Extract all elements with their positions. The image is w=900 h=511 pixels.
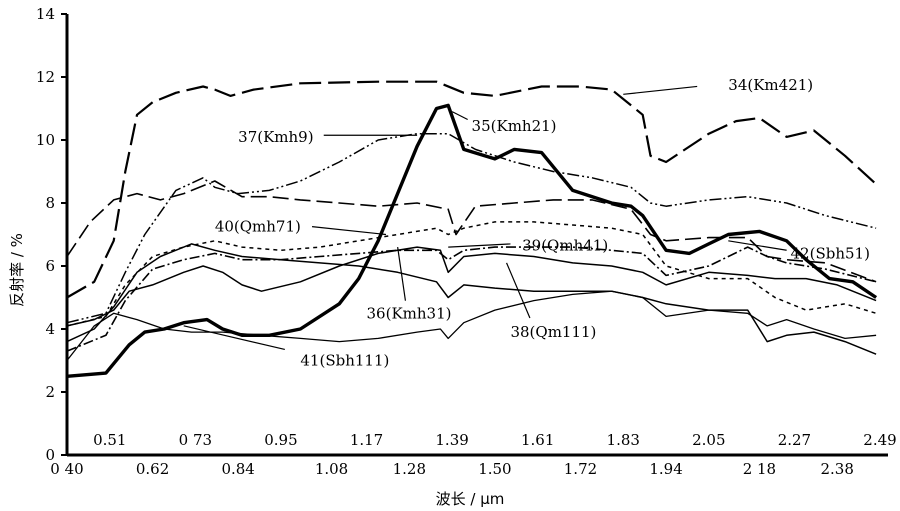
series-label: 34(Km421) <box>728 76 813 94</box>
y-tick-label: 14 <box>36 5 55 23</box>
series-label-leader <box>623 85 698 95</box>
series-labels-group: 34(Km421) 35(Kmh21) 37(Kmh9) 40(Qmh71) 39(Qm… <box>183 76 870 370</box>
series-label-leader <box>728 240 787 251</box>
x-tick-label-bottom: 0.62 <box>136 460 169 478</box>
x-tick-label-bottom: 2 18 <box>743 460 776 478</box>
series-label-leader <box>397 247 407 301</box>
x-tick-label-top: 0 73 <box>179 431 212 449</box>
x-tick-label-bottom: 1.28 <box>393 460 426 478</box>
series-line <box>66 246 877 352</box>
series-label: 40(Qmh71) <box>215 218 301 236</box>
series-line <box>66 180 877 283</box>
series-label-leader <box>448 243 511 248</box>
series-label: 37(Kmh9) <box>238 128 313 146</box>
series-line <box>66 243 877 355</box>
x-axis-title: 波长 / μm <box>436 490 505 508</box>
x-tick-label-bottom: 1.50 <box>478 460 511 478</box>
series-label-leader <box>506 262 531 319</box>
x-tick-label-top: 2.49 <box>863 431 896 449</box>
x-tick-label-top: 1.83 <box>607 431 640 449</box>
y-tick-label: 0 <box>45 446 55 464</box>
x-tick-label-top: 0.95 <box>264 431 297 449</box>
x-tick-label-top: 0.51 <box>93 431 126 449</box>
series-label: 36(Kmh31) <box>367 304 452 322</box>
y-tick-label: 12 <box>36 68 55 86</box>
series-label: 35(Kmh21) <box>472 117 557 135</box>
series-label-leader <box>312 226 387 236</box>
series-label-leader <box>451 111 468 121</box>
series-label: 41(Sbh111) <box>300 352 389 370</box>
x-tick-label-bottom: 2.38 <box>821 460 854 478</box>
series-label: 39(Qmh41) <box>522 237 608 255</box>
y-tick-label: 6 <box>45 257 55 275</box>
tick-group: 0 2 4 6 8 10 12 14 0 40 0.62 0.84 1.08 1.28 1.50 1.72 1… <box>36 5 897 478</box>
series-label: 38(Qm111) <box>510 323 596 341</box>
x-tick-label-bottom: 0 40 <box>50 460 83 478</box>
x-tick-label-bottom: 0.84 <box>221 460 254 478</box>
x-tick-label-top: 2.27 <box>778 431 811 449</box>
x-tick-label-top: 1.17 <box>350 431 383 449</box>
series-line <box>66 103 878 378</box>
x-tick-label-top: 2.05 <box>692 431 725 449</box>
x-tick-label-bottom: 1.72 <box>564 460 597 478</box>
x-tick-label-top: 1.61 <box>521 431 554 449</box>
x-tick-label-bottom: 1.94 <box>649 460 682 478</box>
y-tick-label: 2 <box>45 383 55 401</box>
series-label: 42(Sbh51) <box>791 244 870 262</box>
y-tick-label: 10 <box>36 131 55 149</box>
y-tick-label: 8 <box>45 194 55 212</box>
x-tick-label-top: 1.39 <box>435 431 468 449</box>
series-line <box>66 290 877 361</box>
x-tick-label-bottom: 1.08 <box>315 460 348 478</box>
series-label-leader <box>183 325 285 351</box>
series-line <box>66 246 877 327</box>
y-axis-title: 反射率 / % <box>8 233 26 307</box>
axes-group <box>65 14 888 457</box>
y-tick-label: 4 <box>45 320 55 338</box>
series-group <box>66 80 878 378</box>
series-line <box>66 132 877 324</box>
series-line <box>66 80 877 299</box>
series-line <box>66 221 877 327</box>
